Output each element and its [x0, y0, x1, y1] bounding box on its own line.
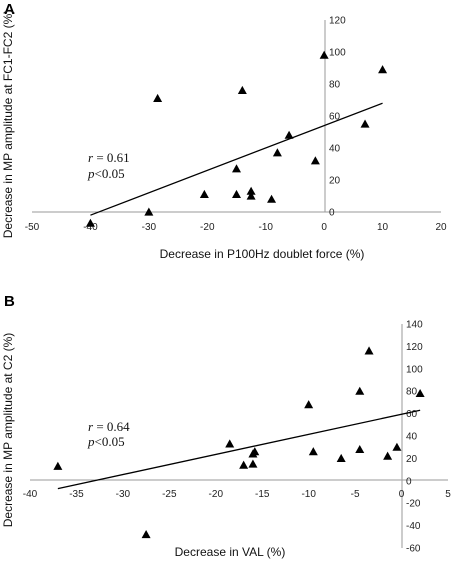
panel-a-data-point	[272, 148, 282, 157]
panel-a-y-tick-label: 60	[329, 112, 341, 123]
panel-a-data-point	[85, 218, 95, 227]
panel-b-data-point	[225, 439, 235, 448]
panel-b-y-tick-label: 120	[406, 342, 423, 353]
panel-b-x-tick-label: -35	[69, 489, 84, 500]
panel-b-y-axis-label: Decrease in MP amplitude at C2 (%)	[1, 333, 15, 528]
panel-b-data-point	[355, 386, 365, 395]
panel-b-y-tick-label: 20	[406, 454, 418, 465]
panel-a-y-axis-label: Decrease in MP amplitude at FC1-FC2 (%)	[1, 10, 15, 239]
panel-a-p-value: <0.05	[95, 166, 125, 181]
panel-a-x-tick-label: 20	[435, 222, 447, 233]
panel-a-data-point	[144, 207, 154, 216]
panel-b-trendline	[57, 409, 421, 490]
panel-b-data-point	[415, 388, 425, 398]
panel-b-x-tick-label: -20	[209, 489, 224, 500]
panel-a-data-point	[246, 186, 256, 195]
panel-b-p-label: p	[87, 434, 95, 449]
panel-letter-a: A	[4, 1, 15, 18]
panel-b-plot: -40 -35 -30 -25 -20 -15 -10 -5 0 5-60-40-20020406…	[23, 320, 451, 555]
panel-a-data-point	[267, 194, 277, 203]
panel-a-trendline	[90, 102, 383, 216]
panel-a-data-point	[378, 65, 388, 74]
panel-b-y-tick-label: 40	[406, 432, 418, 443]
panel-a-y-tick-label: 40	[329, 144, 341, 155]
panel-b-y-tick-label: 100	[406, 364, 423, 375]
panel-b-x-tick-label: 5	[445, 489, 451, 500]
panel-a-x-axis-label: Decrease in P100Hz doublet force (%)	[160, 247, 365, 261]
panel-a-x-tick-label: 0	[321, 222, 327, 233]
panel-b-data-point	[336, 453, 346, 462]
panel-a-data-point	[360, 119, 370, 128]
panel-a-data-point	[232, 164, 241, 173]
panel-a-data-point	[153, 93, 163, 102]
panel-a-r-label: r	[88, 150, 94, 165]
panel-b-data-point	[364, 346, 374, 355]
panel-b-data-point	[355, 444, 365, 454]
panel-a-y-tick-label: 20	[329, 176, 341, 187]
panel-b-data-point	[383, 451, 393, 460]
panel-b-r-label: r	[88, 419, 94, 434]
panel-b-y-tick-label: 60	[406, 409, 418, 420]
panel-b-p-value: <0.05	[95, 434, 125, 449]
panel-a-data-point	[199, 189, 209, 198]
panel-b-data-point	[304, 400, 314, 409]
panel-b-y-tick-label: -40	[406, 521, 421, 532]
panel-b-x-tick-label: -30	[116, 489, 131, 500]
panel-a-data-point	[310, 156, 320, 165]
panel-b-x-tick-label: 0	[399, 489, 405, 500]
panel-a-x-tick-label: -50	[25, 222, 40, 233]
panel-b-stats: r = 0.64 p<0.05	[87, 419, 130, 449]
panel-b-y-tick-label: -60	[406, 544, 421, 555]
panel-a-p-label: p	[87, 166, 95, 181]
panel-b-x-tick-label: -40	[23, 489, 38, 500]
panel-a-y-tick-label: 120	[329, 16, 346, 27]
svg-text:r = 0.61: r = 0.61	[88, 150, 130, 165]
panel-a-y-tick-label: 0	[329, 208, 335, 219]
panel-b-data-point	[250, 447, 260, 456]
panel-b-data-point	[392, 442, 402, 451]
panel-a-y-tick-label: 100	[329, 48, 346, 59]
panel-b-y-tick-label: 0	[406, 476, 412, 487]
panel-a-data-point	[284, 130, 294, 139]
panel-b-data-point	[308, 447, 318, 456]
panel-a-x-tick-label: -40	[83, 222, 98, 233]
panel-a-plot: -50 -40 -30 -20 -10 0 10 20 0 20 40 60 80 100 120	[25, 16, 447, 234]
panel-a-data-point	[246, 191, 256, 200]
panel-a-stats: r = 0.61 p<0.05	[87, 150, 130, 181]
panel-b-x-tick-label: -25	[162, 489, 177, 500]
panel-b-y-tick-label: 80	[406, 387, 418, 398]
panel-b-x-tick-label: -5	[351, 489, 360, 500]
panel-a-x-tick-label: -10	[258, 222, 273, 233]
panel-a-r-value: = 0.61	[93, 150, 130, 165]
panel-b-data-point	[248, 459, 258, 468]
panel-b-x-tick-label: -10	[301, 489, 316, 500]
panel-b-y-tick-label: -20	[406, 499, 421, 510]
panel-a-data-point	[232, 189, 241, 198]
panel-b-data-point	[53, 461, 63, 470]
panel-a-data-point	[237, 85, 247, 94]
panel-letter-b: B	[4, 293, 15, 310]
panel-a-y-tick-label: 80	[329, 80, 341, 91]
panel-b-r-value: = 0.64	[93, 419, 130, 434]
panel-b-data-point	[239, 460, 249, 469]
svg-text:r = 0.64: r = 0.64	[88, 419, 130, 434]
panel-b-data-point	[141, 530, 151, 539]
panel-a-x-tick-label: 10	[377, 222, 389, 233]
panel-b-x-tick-label: -15	[255, 489, 270, 500]
panel-a-data-point	[319, 50, 329, 59]
panel-a-x-tick-label: -30	[142, 222, 157, 233]
panel-b-y-tick-label: 140	[406, 320, 423, 331]
svg-text:p<0.05: p<0.05	[87, 166, 125, 181]
svg-text:p<0.05: p<0.05	[87, 434, 125, 449]
panel-a-x-tick-label: -20	[200, 222, 215, 233]
panel-b-x-axis-label: Decrease in VAL (%)	[175, 545, 286, 559]
